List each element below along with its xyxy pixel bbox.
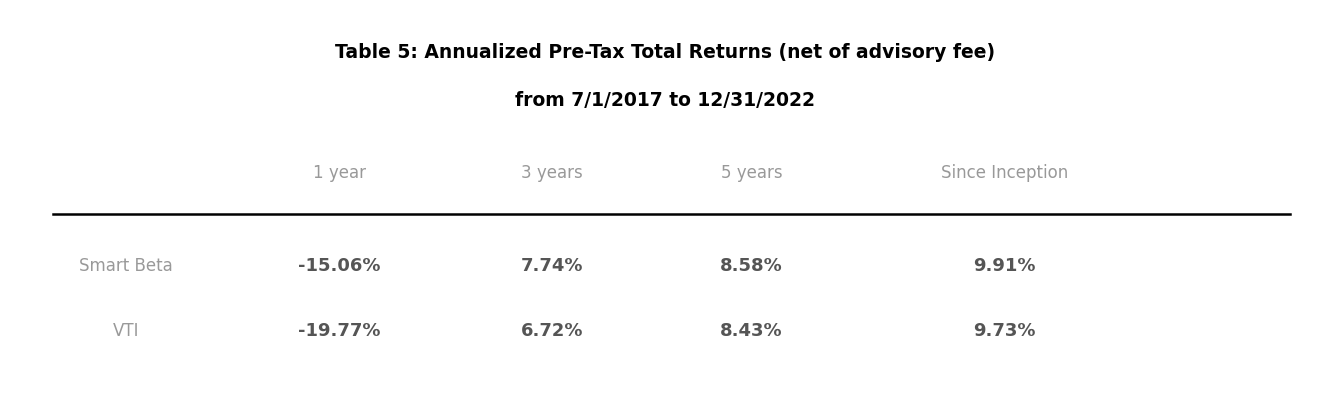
Text: 6.72%: 6.72% xyxy=(521,321,583,339)
Text: VTI: VTI xyxy=(113,321,140,339)
Text: 3 years: 3 years xyxy=(521,163,583,181)
Text: 9.73%: 9.73% xyxy=(974,321,1035,339)
Text: from 7/1/2017 to 12/31/2022: from 7/1/2017 to 12/31/2022 xyxy=(515,91,815,110)
Text: Table 5: Annualized Pre-Tax Total Returns (net of advisory fee): Table 5: Annualized Pre-Tax Total Return… xyxy=(335,43,995,62)
Text: 5 years: 5 years xyxy=(721,163,782,181)
Text: Smart Beta: Smart Beta xyxy=(80,256,173,274)
Text: 8.58%: 8.58% xyxy=(720,256,783,274)
Text: Since Inception: Since Inception xyxy=(940,163,1068,181)
Text: 8.43%: 8.43% xyxy=(720,321,783,339)
Text: -15.06%: -15.06% xyxy=(298,256,380,274)
Text: -19.77%: -19.77% xyxy=(298,321,380,339)
Text: 7.74%: 7.74% xyxy=(521,256,583,274)
Text: 9.91%: 9.91% xyxy=(974,256,1035,274)
Text: 1 year: 1 year xyxy=(313,163,366,181)
